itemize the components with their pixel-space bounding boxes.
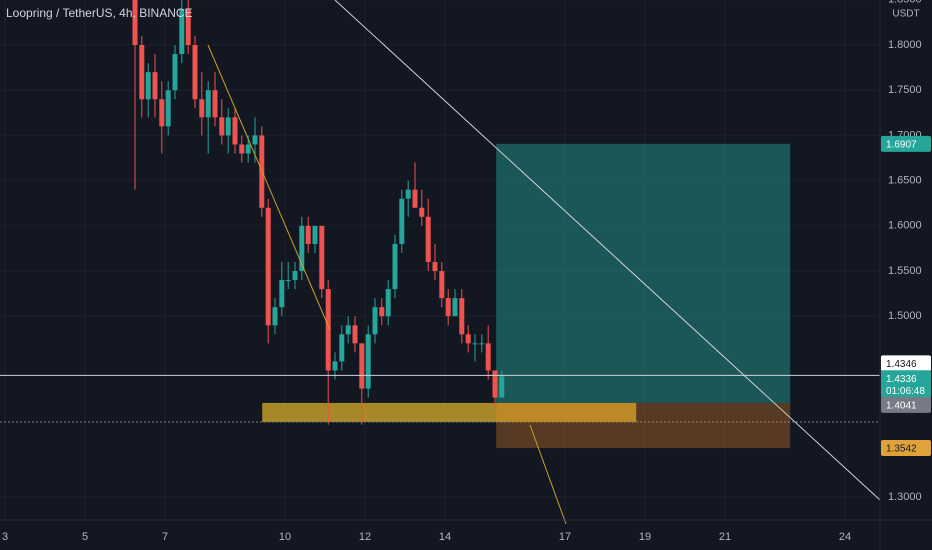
y-tick-label: 1.5000 — [888, 310, 922, 322]
candle-body — [319, 225, 325, 290]
candle-body — [132, 0, 138, 46]
candle-body — [312, 225, 318, 244]
candle-body — [292, 271, 298, 281]
x-tick-label: 17 — [559, 531, 571, 543]
x-tick-label: 24 — [839, 531, 851, 543]
stop-tag: 1.3542 — [886, 444, 917, 455]
candle-body — [352, 325, 358, 344]
candle-body — [339, 334, 345, 362]
entry-tag: 1.4041 — [886, 401, 917, 412]
candle-body — [372, 307, 378, 335]
trend-line — [334, 0, 881, 501]
candle-body — [452, 298, 458, 317]
y-tick-label: 1.8500 — [888, 0, 922, 6]
candle-body — [379, 307, 385, 317]
candle-body — [145, 72, 151, 100]
candle-body — [465, 334, 471, 344]
candle-body — [152, 72, 158, 100]
candle-body — [439, 271, 445, 299]
candle-body — [485, 343, 491, 371]
candle-body — [385, 289, 391, 317]
candle-body — [299, 225, 305, 272]
candle-body — [232, 117, 238, 145]
candle-body — [139, 45, 145, 100]
candle-body — [365, 334, 371, 389]
support-zone — [262, 402, 637, 423]
candle-body — [212, 90, 218, 118]
trend-line — [529, 424, 567, 525]
chart-title: Loopring / TetherUS, 4h, BINANCE — [6, 6, 193, 20]
candle-body — [172, 54, 178, 91]
x-tick-label: 14 — [439, 531, 451, 543]
hline-tag-bg — [881, 355, 931, 372]
candle-body — [425, 216, 431, 262]
candle-body — [159, 99, 165, 127]
entry-tag-bg — [881, 396, 931, 413]
y-tick-label: 1.5500 — [888, 265, 922, 277]
stop-tag-bg — [881, 440, 931, 457]
x-tick-label: 19 — [639, 531, 651, 543]
candle-body — [345, 325, 351, 335]
candle-body — [272, 307, 278, 326]
candle-body — [305, 225, 311, 244]
candle-body — [252, 135, 258, 145]
candle-body — [225, 117, 231, 136]
candle-body — [459, 298, 465, 335]
candle-body — [479, 343, 485, 345]
x-tick-label: 12 — [359, 531, 371, 543]
x-tick-label: 3 — [2, 531, 8, 543]
candle-body — [332, 361, 338, 371]
candle-body — [185, 8, 191, 46]
candle-body — [219, 117, 225, 136]
candle-body — [499, 376, 505, 398]
x-tick-label: 5 — [82, 531, 88, 543]
candle-body — [392, 243, 398, 290]
loss-box — [496, 402, 791, 449]
countdown: 01:06:48 — [886, 386, 925, 397]
y-tick-label: 1.6500 — [888, 175, 922, 187]
y-tick-label: 1.6000 — [888, 220, 922, 232]
target-tag: 1.6907 — [886, 139, 917, 150]
y-tick-label: 1.8000 — [888, 39, 922, 51]
candle-body — [239, 144, 245, 154]
currency-label: USDT — [892, 9, 919, 20]
trend-line — [207, 44, 331, 331]
y-tick-label: 1.7500 — [888, 84, 922, 96]
candle-body — [445, 298, 451, 317]
candle-body — [472, 343, 478, 345]
last-price-bg — [881, 370, 931, 399]
candle-body — [265, 207, 271, 326]
candle-body — [199, 99, 205, 118]
profit-box — [496, 143, 791, 403]
x-tick-label: 10 — [279, 531, 291, 543]
target-tag-bg — [881, 135, 931, 152]
candle-body — [245, 144, 251, 154]
candle-body — [192, 45, 198, 100]
candle-body — [165, 90, 171, 127]
candle-body — [285, 280, 291, 282]
candle-body — [359, 343, 365, 389]
last-price-tag: 1.4336 — [886, 374, 917, 385]
candle-body — [432, 261, 438, 272]
candle-body — [405, 189, 411, 199]
plot-area — [0, 0, 880, 449]
candle-body — [205, 90, 211, 118]
x-tick-label: 7 — [162, 531, 168, 543]
x-tick-label: 21 — [719, 531, 731, 543]
candle-body — [179, 8, 185, 55]
hline-tag: 1.4346 — [886, 359, 917, 370]
candle-body — [412, 189, 418, 208]
candle-body — [325, 289, 331, 371]
candle-body — [492, 370, 498, 398]
candle-body — [279, 280, 285, 308]
candle-body — [419, 207, 425, 217]
candle-body — [399, 198, 405, 244]
y-tick-label: 1.3000 — [888, 491, 922, 503]
